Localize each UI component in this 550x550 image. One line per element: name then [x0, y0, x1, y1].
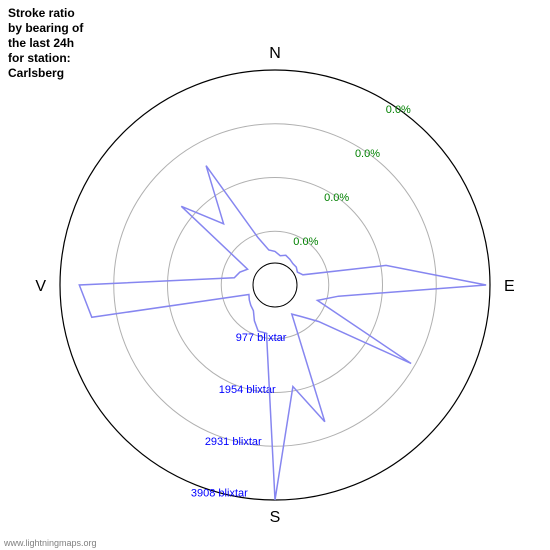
count-label: 2931 blixtar — [205, 436, 262, 448]
count-label: 3908 blixtar — [191, 488, 248, 500]
polar-chart: 0.0% 977 blixtar 0.0% 1954 blixtar 0.0% 2931 … — [0, 0, 550, 550]
ratio-label: 0.0% — [324, 192, 349, 204]
compass-w: V — [35, 278, 46, 295]
compass-e: E — [504, 278, 515, 295]
count-label: 1954 blixtar — [219, 384, 276, 396]
ratio-label: 0.0% — [293, 236, 318, 248]
compass-n: N — [269, 45, 281, 62]
center-hole — [253, 263, 297, 307]
count-label: 977 blixtar — [236, 332, 287, 344]
ratio-label: 0.0% — [355, 148, 380, 160]
credit-line: www.lightningmaps.org — [4, 538, 97, 548]
compass-s: S — [270, 509, 281, 526]
ratio-label: 0.0% — [386, 104, 411, 116]
